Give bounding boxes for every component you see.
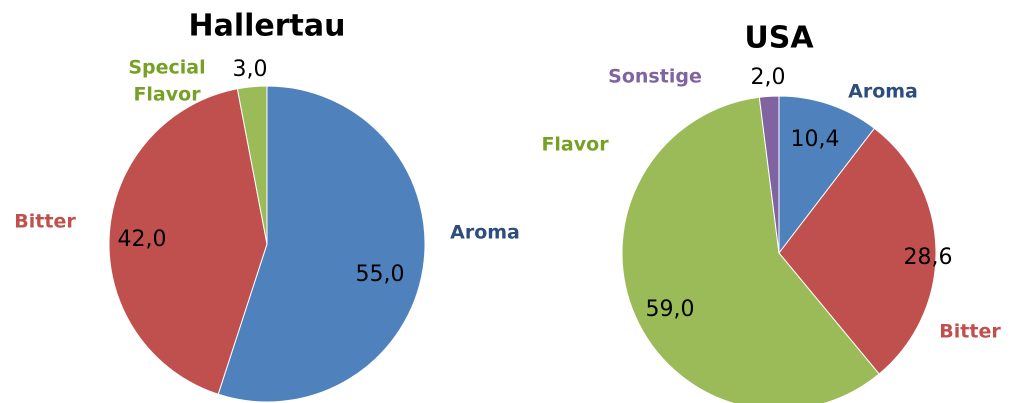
- value-label: 10,4: [791, 127, 840, 152]
- category-label: Special Flavor: [128, 56, 205, 105]
- value-label: 42,0: [118, 227, 167, 252]
- pie-slice: [236, 85, 268, 245]
- pie-slice: [778, 95, 876, 255]
- category-label: Aroma: [450, 222, 520, 244]
- value-label: 55,0: [356, 262, 405, 287]
- category-label: Sonstige: [608, 66, 702, 88]
- value-label: 2,0: [751, 65, 786, 90]
- pie-slice: [778, 127, 937, 375]
- category-label: Flavor: [541, 134, 609, 156]
- category-label: Bitter: [14, 211, 76, 233]
- pie-slice: [108, 88, 268, 395]
- pie-slice: [758, 95, 780, 254]
- value-label: 3,0: [233, 57, 268, 82]
- category-label: Aroma: [848, 81, 918, 103]
- chart-title: USA: [744, 21, 814, 56]
- chart-title: Hallertau: [188, 9, 345, 44]
- pie-slice: [217, 85, 426, 403]
- value-label: 28,6: [904, 245, 953, 270]
- value-label: 59,0: [646, 297, 695, 322]
- pie-slice: [621, 96, 880, 403]
- category-label: Bitter: [939, 321, 1001, 343]
